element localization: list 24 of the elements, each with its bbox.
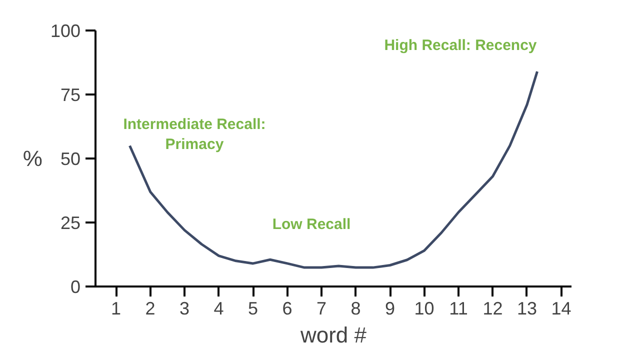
x-tick-label: 11 [449, 298, 468, 318]
x-tick-label: 12 [482, 298, 503, 318]
annotation: High Recall: Recency [384, 37, 538, 54]
x-tick-label: 13 [516, 298, 538, 318]
x-tick-label: 8 [350, 298, 361, 318]
x-tick-label: 14 [551, 298, 572, 318]
x-tick-label: 10 [414, 298, 434, 318]
x-axis-title: word # [299, 322, 368, 348]
annotation: Low Recall [272, 216, 351, 233]
y-axis-title: % [22, 146, 42, 171]
x-tick-label: 1 [111, 298, 122, 318]
y-tick-label: 100 [50, 21, 81, 41]
annotation: Intermediate Recall: Primacy [123, 116, 266, 154]
x-tick-label: 7 [316, 298, 327, 318]
y-tick-label: 50 [60, 149, 81, 169]
x-tick-label: 3 [180, 298, 190, 318]
x-tick-label: 2 [145, 298, 156, 318]
x-tick-label: 5 [248, 298, 258, 318]
x-tick-label: 4 [214, 298, 224, 318]
y-tick-label: 25 [60, 213, 81, 233]
y-tick-label: 0 [70, 277, 81, 297]
x-tick-label: 9 [385, 298, 396, 318]
x-tick-label: 6 [282, 298, 292, 318]
y-tick-label: 75 [60, 85, 81, 105]
